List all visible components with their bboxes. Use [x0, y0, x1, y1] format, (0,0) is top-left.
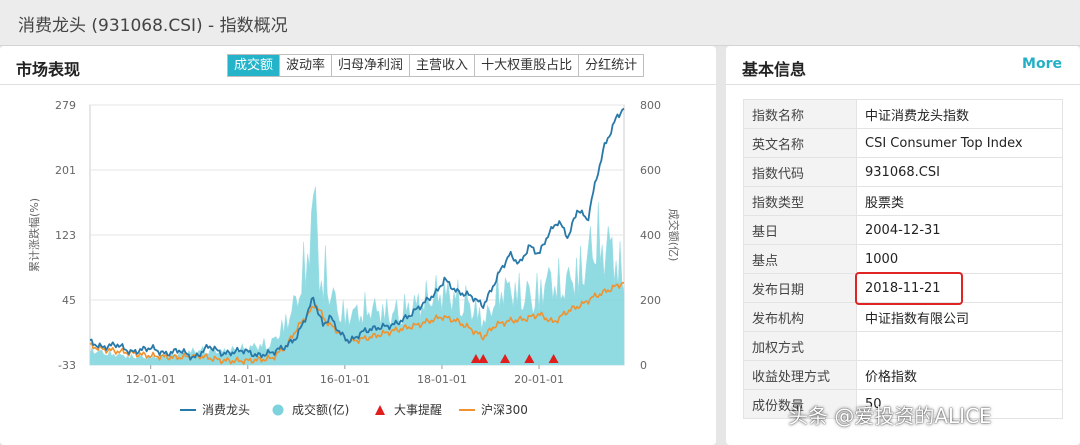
y-tick-label: 45: [62, 294, 76, 307]
info-row: 加权方式: [743, 331, 1063, 361]
window-title: 消费龙头 (931068.CSI) - 指数概况: [18, 16, 288, 36]
event-marker: [548, 354, 559, 363]
tab-dividend-stats[interactable]: 分红统计: [578, 55, 644, 76]
y-tick-label: 279: [55, 99, 76, 112]
consumer-top-line: [89, 107, 625, 361]
legend-label: 大事提醒: [394, 402, 442, 417]
x-tick-label: 18-01-01: [417, 373, 467, 386]
info-key: 发布日期: [743, 273, 857, 303]
event-marker: [524, 354, 535, 363]
info-value: 50: [856, 389, 1063, 419]
info-row: 指数类型 股票类: [743, 186, 1063, 216]
legend-swatch-circle: [272, 404, 284, 416]
info-key: 成份数量: [743, 389, 857, 419]
info-value: 1000: [856, 244, 1063, 274]
tab-revenue[interactable]: 主营收入: [409, 55, 475, 76]
info-panel-divider: [726, 84, 1080, 85]
basic-info-panel: 基本信息 More 指数名称 中证消费龙头指数 英文名称 CSI Consumer T…: [726, 46, 1080, 445]
legend-label: 消费龙头: [202, 403, 250, 417]
info-row: 成份数量 50: [743, 389, 1063, 419]
event-marker: [478, 354, 489, 363]
info-key: 指数类型: [743, 186, 857, 216]
info-key: 基日: [743, 215, 857, 245]
info-table: 指数名称 中证消费龙头指数 英文名称 CSI Consumer Top Index 指数…: [743, 99, 1063, 419]
market-performance-panel: 市场表现 成交额 波动率 归母净利润 主营收入 十大权重股占比 分红统计 279…: [0, 46, 716, 445]
info-key: 指数名称: [743, 99, 857, 129]
y-tick-label: 123: [55, 229, 76, 242]
info-row: 指数名称 中证消费龙头指数: [743, 99, 1063, 129]
info-row: 发布机构 中证指数有限公司: [743, 302, 1063, 332]
legend-label: 成交额(亿): [292, 402, 349, 417]
info-value: [856, 331, 1063, 361]
y-tick-label: 201: [55, 164, 76, 177]
info-value: 2004-12-31: [856, 215, 1063, 245]
market-chart: 279 201 123 45 -33 800 600 400 200 0 累计涨跌幅(%) 成交额(亿…: [27, 99, 681, 417]
legend-swatch-triangle: [375, 405, 385, 415]
info-row: 基日 2004-12-31: [743, 215, 1063, 245]
y2-tick-label: 400: [640, 229, 661, 242]
tab-volatility[interactable]: 波动率: [279, 55, 332, 76]
info-key: 加权方式: [743, 331, 857, 361]
window-titlebar: 消费龙头 (931068.CSI) - 指数概况: [0, 0, 1080, 46]
market-panel-title: 市场表现: [16, 60, 81, 79]
info-row: 指数代码 931068.CSI: [743, 157, 1063, 187]
more-link[interactable]: More: [1022, 56, 1062, 72]
info-value: 中证指数有限公司: [856, 302, 1063, 332]
info-key: 指数代码: [743, 157, 857, 187]
info-key: 基点: [743, 244, 857, 274]
info-row: 英文名称 CSI Consumer Top Index: [743, 128, 1063, 158]
y-tick-label: -33: [58, 359, 76, 372]
info-row: 收益处理方式 价格指数: [743, 360, 1063, 390]
csi300-line: [89, 281, 625, 365]
event-marker: [470, 354, 481, 363]
tab-net-profit[interactable]: 归母净利润: [331, 55, 410, 76]
turnover-area: [89, 186, 625, 366]
y2-tick-label: 0: [640, 359, 647, 372]
tab-turnover[interactable]: 成交额: [228, 55, 280, 76]
info-key: 英文名称: [743, 128, 857, 158]
market-tabs: 成交额 波动率 归母净利润 主营收入 十大权重股占比 分红统计: [227, 54, 645, 77]
y-axis-title: 累计涨跌幅(%): [27, 198, 41, 272]
y2-tick-label: 600: [640, 164, 661, 177]
info-value: 931068.CSI: [856, 157, 1063, 187]
y2-tick-label: 800: [640, 99, 661, 112]
x-tick-label: 14-01-01: [223, 373, 273, 386]
release-date-highlight-box: [855, 272, 963, 305]
watermark: 头条 @爱投资的ALICE: [788, 404, 992, 428]
y2-tick-label: 200: [640, 294, 661, 307]
x-tick-label: 16-01-01: [320, 373, 370, 386]
event-marker: [500, 354, 511, 363]
legend-label: 沪深300: [481, 403, 528, 417]
info-key: 收益处理方式: [743, 360, 857, 390]
info-value: 中证消费龙头指数: [856, 99, 1063, 129]
y2-axis-title: 成交额(亿): [667, 209, 681, 262]
info-panel-title: 基本信息: [742, 60, 807, 79]
info-row: 发布日期 2018-11-21: [743, 273, 1063, 303]
info-value: 股票类: [856, 186, 1063, 216]
info-row: 基点 1000: [743, 244, 1063, 274]
info-key: 发布机构: [743, 302, 857, 332]
info-value: 价格指数: [856, 360, 1063, 390]
tab-top10-weight[interactable]: 十大权重股占比: [474, 55, 579, 76]
market-panel-divider: [0, 84, 716, 85]
info-value: CSI Consumer Top Index: [856, 128, 1063, 158]
x-tick-label: 12-01-01: [126, 373, 176, 386]
x-tick-label: 20-01-01: [514, 373, 564, 386]
